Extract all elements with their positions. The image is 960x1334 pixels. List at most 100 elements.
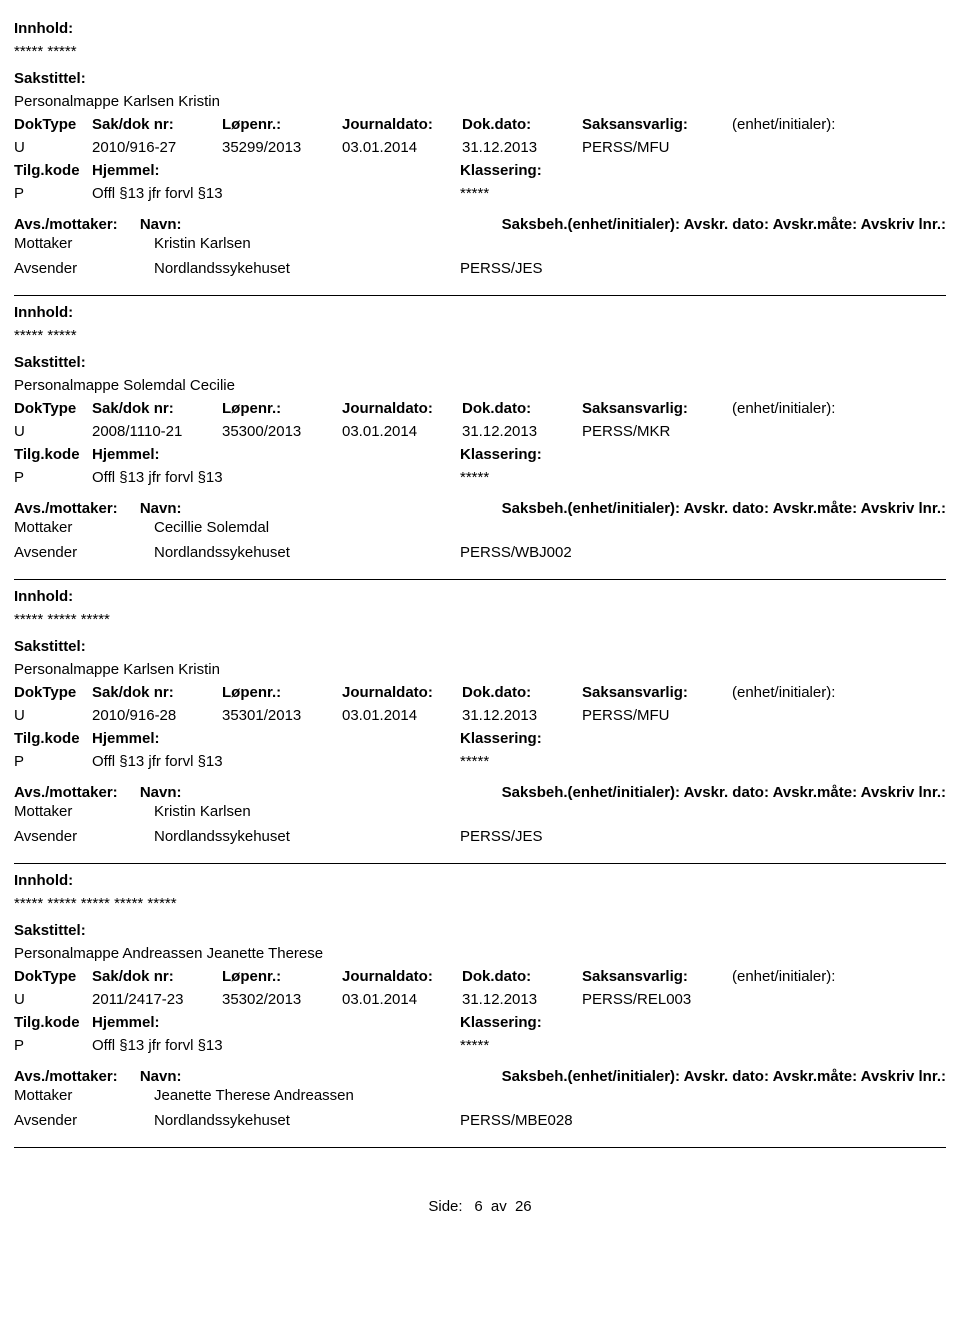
saksansvarlig-label: Saksansvarlig: (582, 968, 732, 985)
innhold-value: ***** ***** (14, 327, 946, 344)
sakdok-value: 2011/2417-23 (92, 991, 222, 1008)
dokdato-value: 31.12.2013 (462, 707, 582, 724)
mottaker-label: Mottaker (14, 803, 154, 820)
avsmottaker-header: Avs./mottaker: Navn: Saksbeh.(enhet/init… (14, 1068, 946, 1085)
avsender-row: Avsender Nordlandssykehuset PERSS/MBE028 (14, 1112, 946, 1129)
side-label: Side: (428, 1198, 462, 1215)
avsender-navn: Nordlandssykehuset (154, 260, 460, 277)
doktype-label: DokType (14, 968, 92, 985)
page-total: 26 (515, 1198, 532, 1215)
mottaker-label: Mottaker (14, 235, 154, 252)
mottaker-navn: Kristin Karlsen (154, 803, 460, 820)
hjemmel-label: Hjemmel: (92, 446, 460, 463)
records-container: Innhold: ***** ***** Sakstittel: Persona… (14, 12, 946, 1148)
avsender-label: Avsender (14, 1112, 154, 1129)
hjemmel-value: Offl §13 jfr forvl §13 (92, 469, 460, 486)
avsmottaker-header: Avs./mottaker: Navn: Saksbeh.(enhet/init… (14, 784, 946, 801)
doktype-value: U (14, 707, 92, 724)
saksansvarlig-value: PERSS/REL003 (582, 991, 732, 1008)
dokdato-label: Dok.dato: (462, 116, 582, 133)
avsender-label: Avsender (14, 544, 154, 561)
hjemmel-value: Offl §13 jfr forvl §13 (92, 1037, 460, 1054)
mottaker-label: Mottaker (14, 519, 154, 536)
enhet-label: (enhet/initialer): (732, 968, 946, 985)
lopenr-value: 35299/2013 (222, 139, 342, 156)
tilgkode-value: P (14, 469, 92, 486)
main-row-header: DokType Sak/dok nr: Løpenr.: Journaldato… (14, 400, 946, 417)
journaldato-value: 03.01.2014 (342, 707, 462, 724)
mottaker-navn: Jeanette Therese Andreassen (154, 1087, 460, 1104)
klassering-value: ***** (460, 1037, 946, 1054)
saksansvarlig-value: PERSS/MKR (582, 423, 732, 440)
journaldato-label: Journaldato: (342, 968, 462, 985)
saksansvarlig-label: Saksansvarlig: (582, 400, 732, 417)
klassering-label: Klassering: (460, 1014, 946, 1031)
sakdok-label: Sak/dok nr: (92, 400, 222, 417)
klassering-label: Klassering: (460, 162, 946, 179)
avsender-row: Avsender Nordlandssykehuset PERSS/JES (14, 260, 946, 277)
navn-label: Navn: (140, 500, 182, 517)
sakstittel-label: Sakstittel: (14, 638, 946, 655)
dokdato-label: Dok.dato: (462, 968, 582, 985)
page-current: 6 (467, 1198, 483, 1215)
main-row-header: DokType Sak/dok nr: Løpenr.: Journaldato… (14, 968, 946, 985)
hjemmel-row-values: P Offl §13 jfr forvl §13 ***** (14, 753, 946, 770)
avsender-navn: Nordlandssykehuset (154, 544, 460, 561)
saksbeh-header: Saksbeh.(enhet/initialer): Avskr. dato: … (502, 216, 946, 233)
mottaker-navn: Kristin Karlsen (154, 235, 460, 252)
sakdok-value: 2010/916-27 (92, 139, 222, 156)
avsmottaker-label: Avs./mottaker: (14, 1068, 118, 1085)
klassering-value: ***** (460, 469, 946, 486)
klassering-label: Klassering: (460, 446, 946, 463)
lopenr-label: Løpenr.: (222, 684, 342, 701)
saksansvarlig-value: PERSS/MFU (582, 707, 732, 724)
avsender-row: Avsender Nordlandssykehuset PERSS/JES (14, 828, 946, 845)
page-footer: Side: 6 av 26 (14, 1198, 946, 1215)
sakdok-label: Sak/dok nr: (92, 116, 222, 133)
dokdato-label: Dok.dato: (462, 684, 582, 701)
mottaker-row: Mottaker Kristin Karlsen (14, 235, 946, 252)
tilgkode-label: Tilg.kode (14, 446, 92, 463)
avsmottaker-label: Avs./mottaker: (14, 216, 118, 233)
hjemmel-label: Hjemmel: (92, 730, 460, 747)
saksbeh-value: PERSS/WBJ002 (460, 544, 946, 561)
innhold-label: Innhold: (14, 872, 946, 889)
hjemmel-value: Offl §13 jfr forvl §13 (92, 753, 460, 770)
avsender-navn: Nordlandssykehuset (154, 828, 460, 845)
enhet-label: (enhet/initialer): (732, 400, 946, 417)
tilgkode-value: P (14, 1037, 92, 1054)
av-label: av (491, 1198, 507, 1215)
sakstittel-label: Sakstittel: (14, 922, 946, 939)
hjemmel-value: Offl §13 jfr forvl §13 (92, 185, 460, 202)
main-row-values: U 2008/1110-21 35300/2013 03.01.2014 31.… (14, 423, 946, 440)
main-row-header: DokType Sak/dok nr: Løpenr.: Journaldato… (14, 116, 946, 133)
record-divider (14, 1147, 946, 1148)
saksansvarlig-label: Saksansvarlig: (582, 116, 732, 133)
journal-record: Innhold: ***** ***** ***** Sakstittel: P… (14, 580, 946, 859)
main-row-header: DokType Sak/dok nr: Løpenr.: Journaldato… (14, 684, 946, 701)
hjemmel-row-values: P Offl §13 jfr forvl §13 ***** (14, 469, 946, 486)
sakstittel-value: Personalmappe Karlsen Kristin (14, 93, 946, 110)
journal-record: Innhold: ***** ***** ***** ***** ***** S… (14, 864, 946, 1143)
hjemmel-row-header: Tilg.kode Hjemmel: Klassering: (14, 446, 946, 463)
doktype-value: U (14, 139, 92, 156)
sakstittel-value: Personalmappe Solemdal Cecilie (14, 377, 946, 394)
dokdato-value: 31.12.2013 (462, 991, 582, 1008)
sakstittel-label: Sakstittel: (14, 70, 946, 87)
hjemmel-row-header: Tilg.kode Hjemmel: Klassering: (14, 730, 946, 747)
saksbeh-value: PERSS/MBE028 (460, 1112, 946, 1129)
innhold-value: ***** ***** ***** (14, 611, 946, 628)
tilgkode-value: P (14, 185, 92, 202)
journaldato-label: Journaldato: (342, 116, 462, 133)
avsender-label: Avsender (14, 828, 154, 845)
tilgkode-label: Tilg.kode (14, 162, 92, 179)
avsender-label: Avsender (14, 260, 154, 277)
doktype-value: U (14, 423, 92, 440)
hjemmel-row-values: P Offl §13 jfr forvl §13 ***** (14, 1037, 946, 1054)
hjemmel-row-values: P Offl §13 jfr forvl §13 ***** (14, 185, 946, 202)
saksbeh-header: Saksbeh.(enhet/initialer): Avskr. dato: … (502, 500, 946, 517)
mottaker-label: Mottaker (14, 1087, 154, 1104)
journaldato-label: Journaldato: (342, 684, 462, 701)
klassering-value: ***** (460, 753, 946, 770)
mottaker-row: Mottaker Jeanette Therese Andreassen (14, 1087, 946, 1104)
